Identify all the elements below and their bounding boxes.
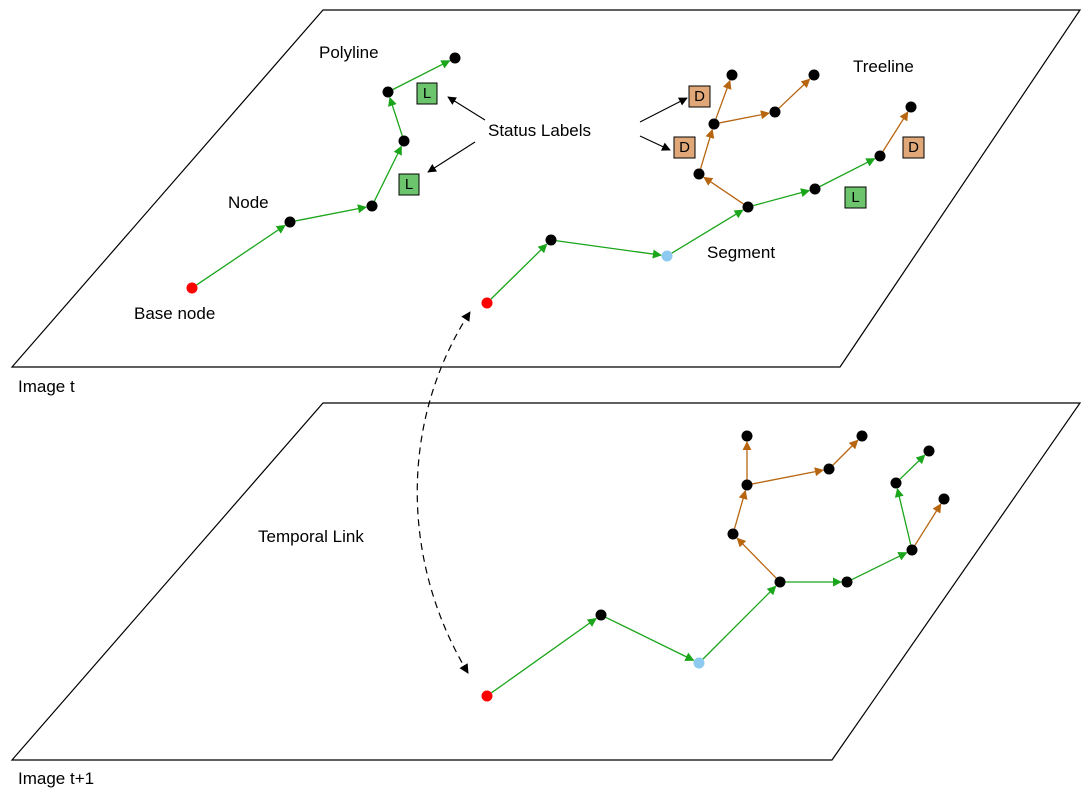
polyline-edge-b0-b1: [490, 243, 548, 300]
node-a3: [398, 135, 410, 147]
node-b9: [726, 69, 738, 81]
node-b10: [769, 106, 781, 118]
polyline-label: Polyline: [319, 43, 379, 62]
node-b1: [545, 234, 557, 246]
polyline-edge-a3-a4: [388, 96, 403, 136]
polyline-edge-a1-a2: [295, 204, 368, 222]
treeline-edge-b10-b11: [778, 78, 811, 109]
node-c12: [823, 463, 835, 475]
polyline-edge-a0-a1: [196, 224, 286, 286]
status-badge-L2: L: [398, 173, 420, 196]
node-b5: [874, 150, 886, 162]
status-badge-D1: D: [688, 85, 711, 108]
node-c1: [595, 609, 607, 621]
base-node-label: Base node: [134, 304, 215, 323]
node-a4: [382, 86, 394, 98]
status-labels-pointers: [427, 96, 688, 173]
treeline-label: Treeline: [853, 57, 914, 76]
polyline-edge-b4-b5: [819, 158, 876, 188]
treeline-edge-b7-b8: [699, 128, 715, 169]
treeline-edge-c3-c9: [736, 537, 777, 579]
status-labels-label: Status Labels: [488, 121, 591, 140]
node-a2: [366, 200, 378, 212]
image-t1-caption: Image t+1: [18, 769, 94, 788]
base-node-b0: [481, 297, 493, 309]
polyline-edge-c6-c7: [899, 454, 926, 480]
node-c13: [856, 430, 868, 442]
segment-node-b2: [661, 250, 673, 262]
node-c6: [890, 477, 902, 489]
polyline-edge-c0-c1: [491, 617, 597, 694]
svg-text:L: L: [423, 85, 431, 102]
node-c9: [727, 528, 739, 540]
image-t-caption: Image t: [18, 377, 75, 396]
image-t1-plane: [10, 402, 1082, 761]
node-c3: [774, 576, 786, 588]
node-a1: [284, 216, 296, 228]
edge-layer: [196, 60, 942, 694]
node-a5: [449, 52, 461, 64]
temporal-link-label: Temporal Link: [258, 527, 364, 546]
node-b8: [708, 118, 720, 130]
node-c8: [938, 493, 950, 505]
base-node-c0: [481, 690, 493, 702]
status-badge-L1: L: [416, 82, 438, 105]
polyline-edge-c2-c3: [702, 585, 777, 660]
node-b6: [905, 101, 917, 113]
node-c7: [923, 445, 935, 457]
node-c11: [741, 430, 753, 442]
treeline-edge-c5-c8: [914, 503, 942, 546]
polyline-edge-b3-b4: [753, 188, 811, 207]
base-node-a0: [186, 282, 198, 294]
svg-text:L: L: [851, 189, 859, 206]
status-badge-L3: L: [844, 186, 867, 209]
polyline-edge-b1-b2: [556, 240, 662, 259]
status-badge-D2: D: [673, 136, 696, 159]
temporal-link-arrow: [416, 311, 471, 674]
treeline-edge-c9-c10: [733, 489, 748, 529]
treeline-edge-b3-b7: [703, 176, 744, 205]
treeline-edge-b5-b6: [882, 111, 909, 152]
node-b7: [693, 168, 705, 180]
svg-text:D: D: [679, 139, 690, 156]
segment-node-c2: [693, 657, 705, 669]
node-c5: [906, 544, 918, 556]
treeline-edge-c10-c12: [752, 467, 825, 485]
node-b11: [808, 69, 820, 81]
status-badge-D3: D: [902, 136, 925, 159]
node-b3: [742, 201, 754, 213]
polyline-edge-b2-b3: [671, 209, 744, 254]
treeline-edge-b8-b9: [715, 79, 732, 120]
segment-label: Segment: [707, 243, 775, 262]
svg-text:D: D: [908, 139, 919, 156]
node-label: Node: [228, 193, 269, 212]
svg-text:D: D: [694, 88, 705, 105]
polyline-edge-c4-c5: [851, 552, 908, 581]
polyline-edge-a2-a3: [373, 145, 402, 202]
node-b4: [809, 183, 821, 195]
svg-text:L: L: [405, 176, 413, 193]
treeline-edge-c12-c13: [832, 439, 859, 466]
node-layer: [186, 52, 950, 702]
polyline-edge-a4-a5: [392, 60, 451, 91]
image-t-plane: [10, 9, 1082, 368]
treeline-edge-b8-b10: [719, 110, 771, 124]
polyline-edge-c1-c2: [605, 616, 695, 661]
polyline-edge-c5-c6: [894, 487, 912, 545]
node-c10: [741, 479, 753, 491]
node-c4: [841, 576, 853, 588]
